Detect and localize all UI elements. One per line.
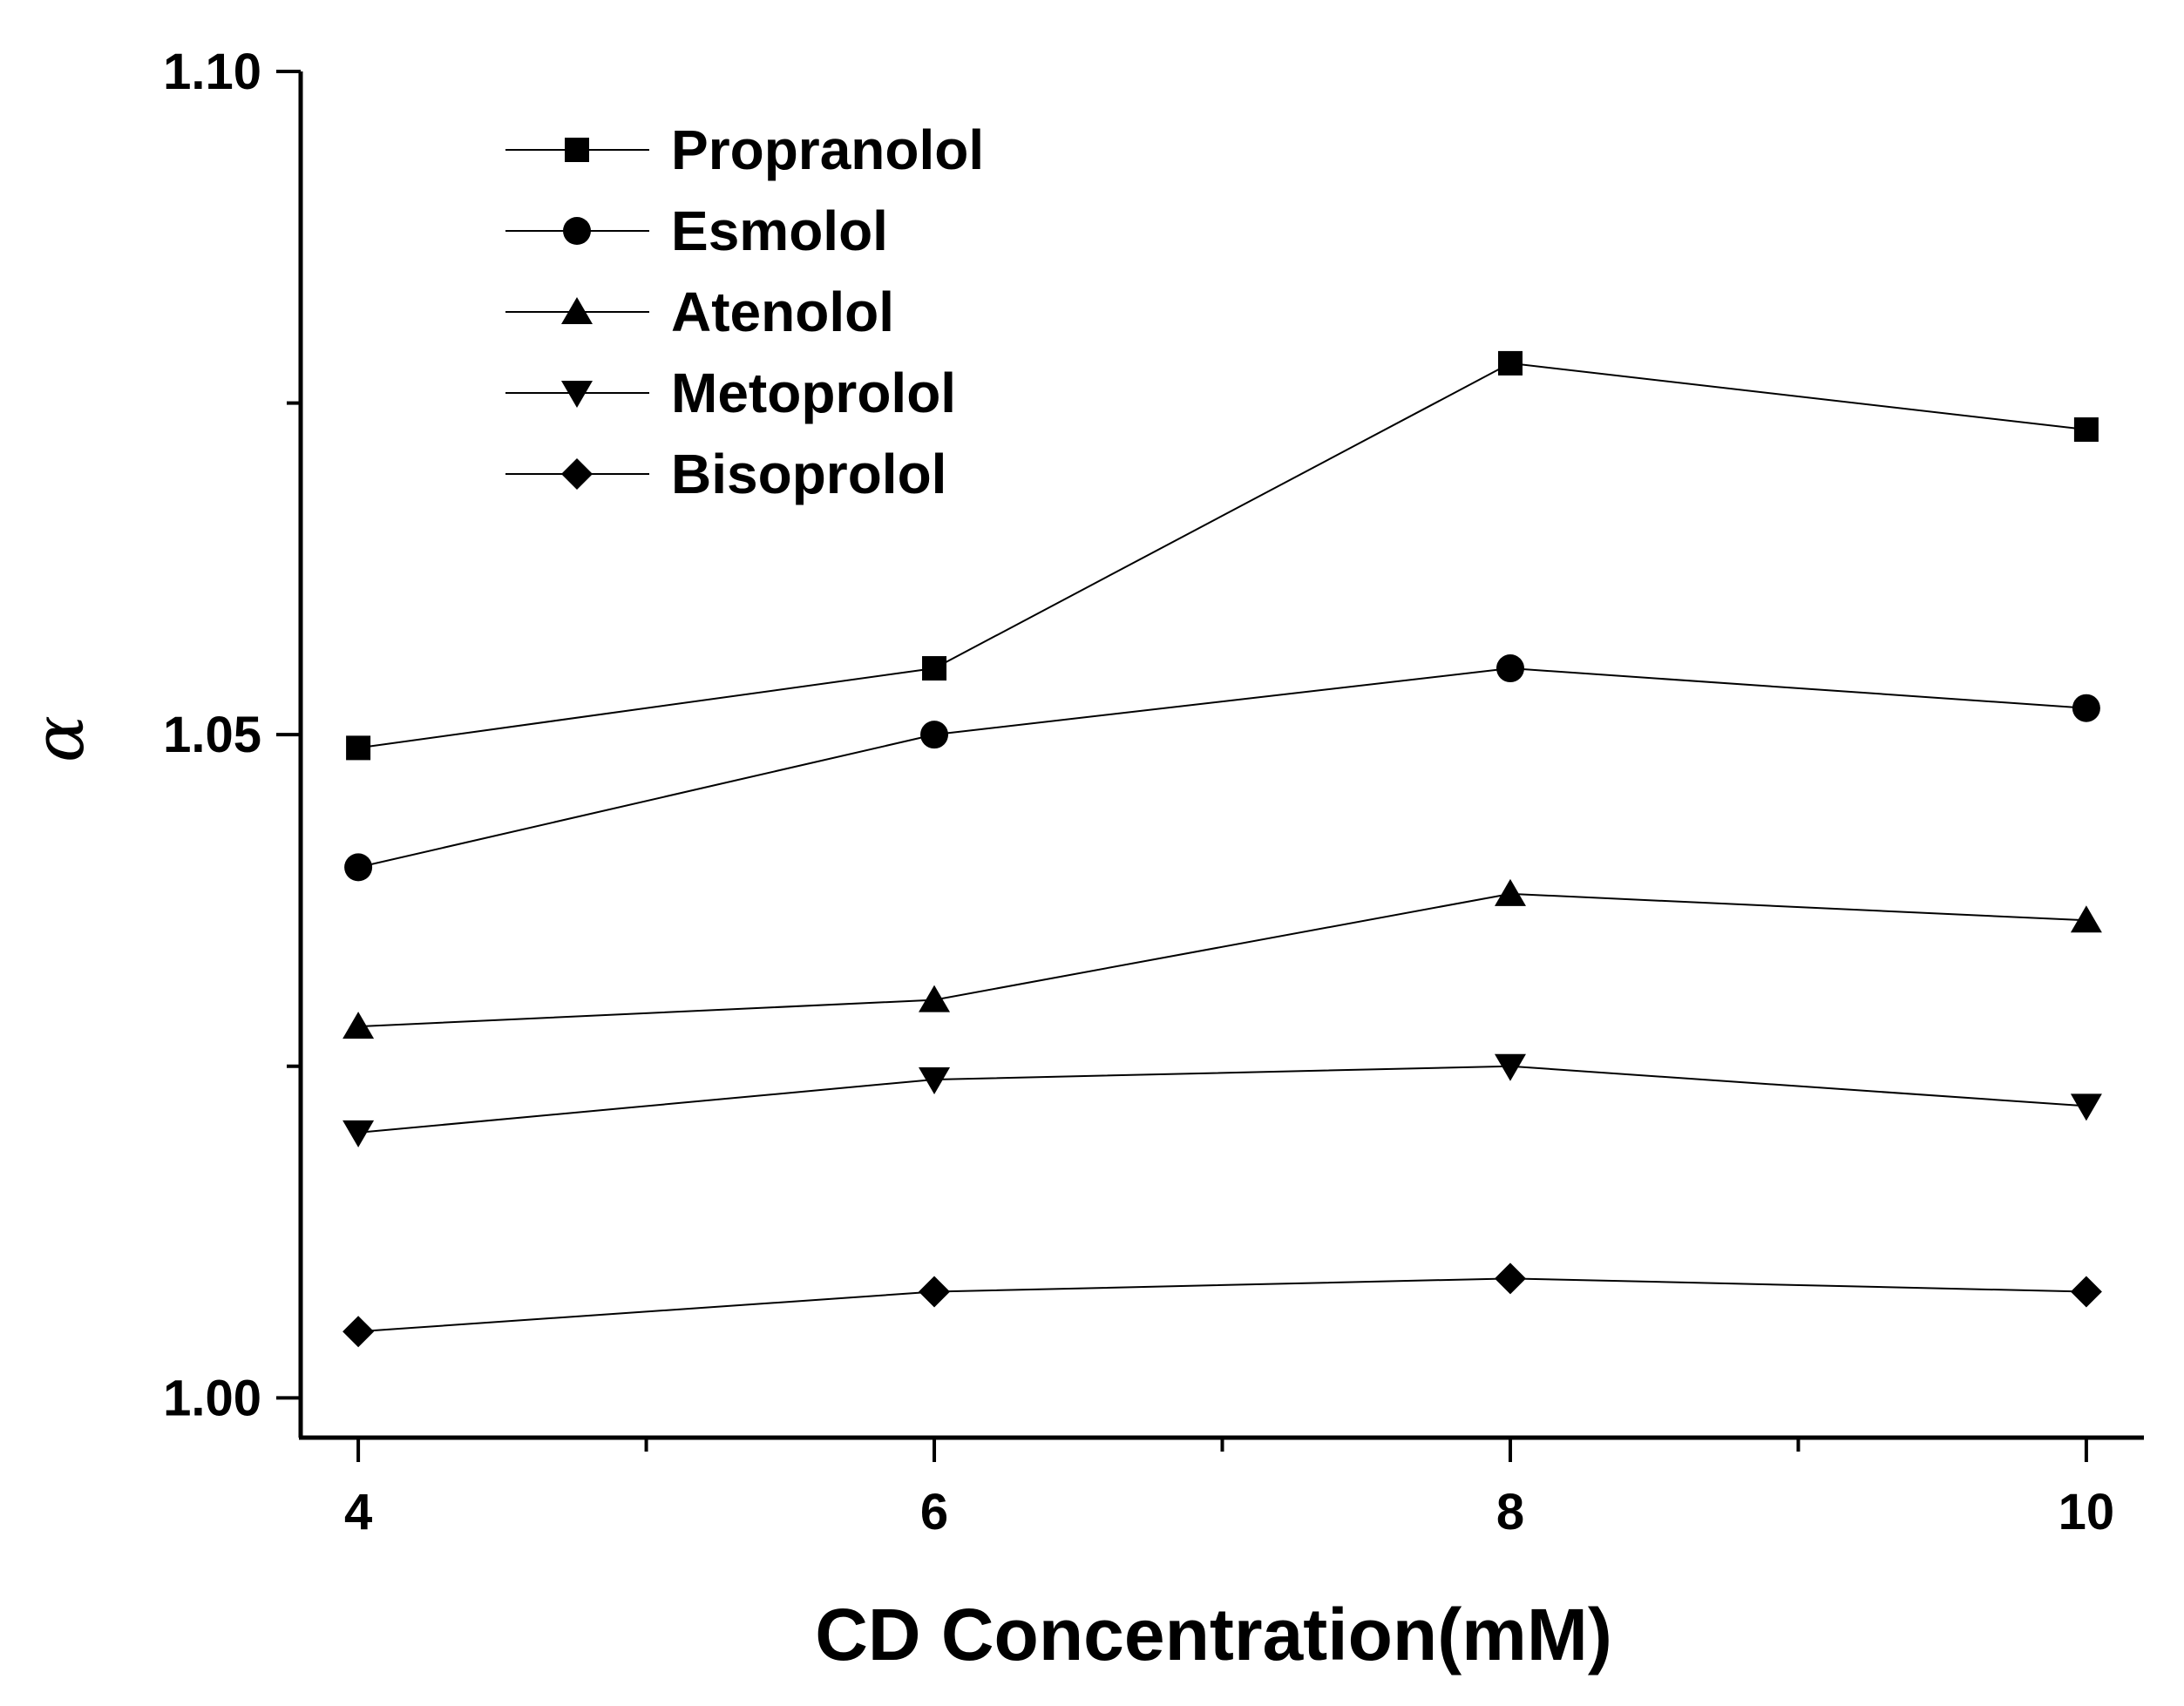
series-esmolol [344,654,2100,882]
data-point-propranolol [346,735,371,761]
legend-item-bisoprolol: Bisoprolol [505,443,946,505]
data-point-bisoprolol [2070,1276,2102,1308]
series-propranolol [346,350,2099,761]
legend-marker-bisoprolol [561,458,593,490]
data-point-bisoprolol [343,1316,375,1348]
y-tick-label: 1.05 [163,707,261,763]
x-tick-label: 4 [344,1484,372,1540]
y-tick-label: 1.00 [163,1370,261,1426]
series-line-bisoprolol [358,1277,2086,1333]
data-point-metoprolol [1494,1053,1526,1081]
data-point-metoprolol [2070,1093,2102,1121]
series-metoprolol [343,1053,2102,1147]
series-line-esmolol [357,667,2086,869]
data-point-atenolol [343,1012,375,1039]
data-point-metoprolol [343,1120,375,1147]
data-point-propranolol [922,656,947,681]
x-tick-label: 8 [1496,1484,1524,1540]
y-tick-label: 1.10 [163,44,261,100]
data-point-metoprolol [919,1066,951,1094]
data-point-esmolol [1496,654,1524,683]
axes [298,71,2144,1440]
legend-item-metoprolol: Metoprolol [505,362,956,424]
legend-item-propranolol: Propranolol [505,118,984,181]
legend: Propranolol Esmolol Atenolol Metoprolol Biso… [505,118,984,505]
legend-item-esmolol: Esmolol [505,200,888,262]
data-point-atenolol [2070,905,2102,933]
x-tick-label: 6 [920,1484,948,1540]
series-line-atenolol [358,892,2086,1028]
series-line-metoprolol [358,1065,2086,1134]
legend-item-atenolol: Atenolol [505,281,894,343]
legend-marker-propranolol [565,138,589,162]
legend-marker-metoprolol [561,381,593,408]
x-tick-label: 10 [2059,1484,2115,1540]
x-axis-title: CD Concentration(mM) [815,1594,1612,1676]
data-point-bisoprolol [919,1276,951,1308]
y-axis-title: α [18,715,99,762]
ticks: 4 6 8 10 1.00 1.05 1.10 [163,44,2114,1540]
data-point-esmolol [920,721,949,749]
data-point-esmolol [344,853,373,882]
data-point-propranolol [2073,417,2099,443]
legend-label: Esmolol [671,200,888,262]
legend-label: Bisoprolol [671,443,946,505]
series-atenolol [343,878,2102,1039]
legend-marker-atenolol [561,297,593,324]
legend-label: Propranolol [671,118,984,181]
data-point-atenolol [919,985,951,1012]
series-bisoprolol [343,1263,2102,1348]
series-line-propranolol [357,362,2087,749]
data-point-esmolol [2072,694,2100,722]
series [343,350,2102,1348]
legend-label: Metoprolol [671,362,956,424]
data-point-propranolol [1497,350,1523,376]
legend-marker-esmolol [563,217,591,245]
data-point-bisoprolol [1494,1263,1526,1295]
data-point-atenolol [1494,878,1526,906]
legend-label: Atenolol [671,281,894,343]
